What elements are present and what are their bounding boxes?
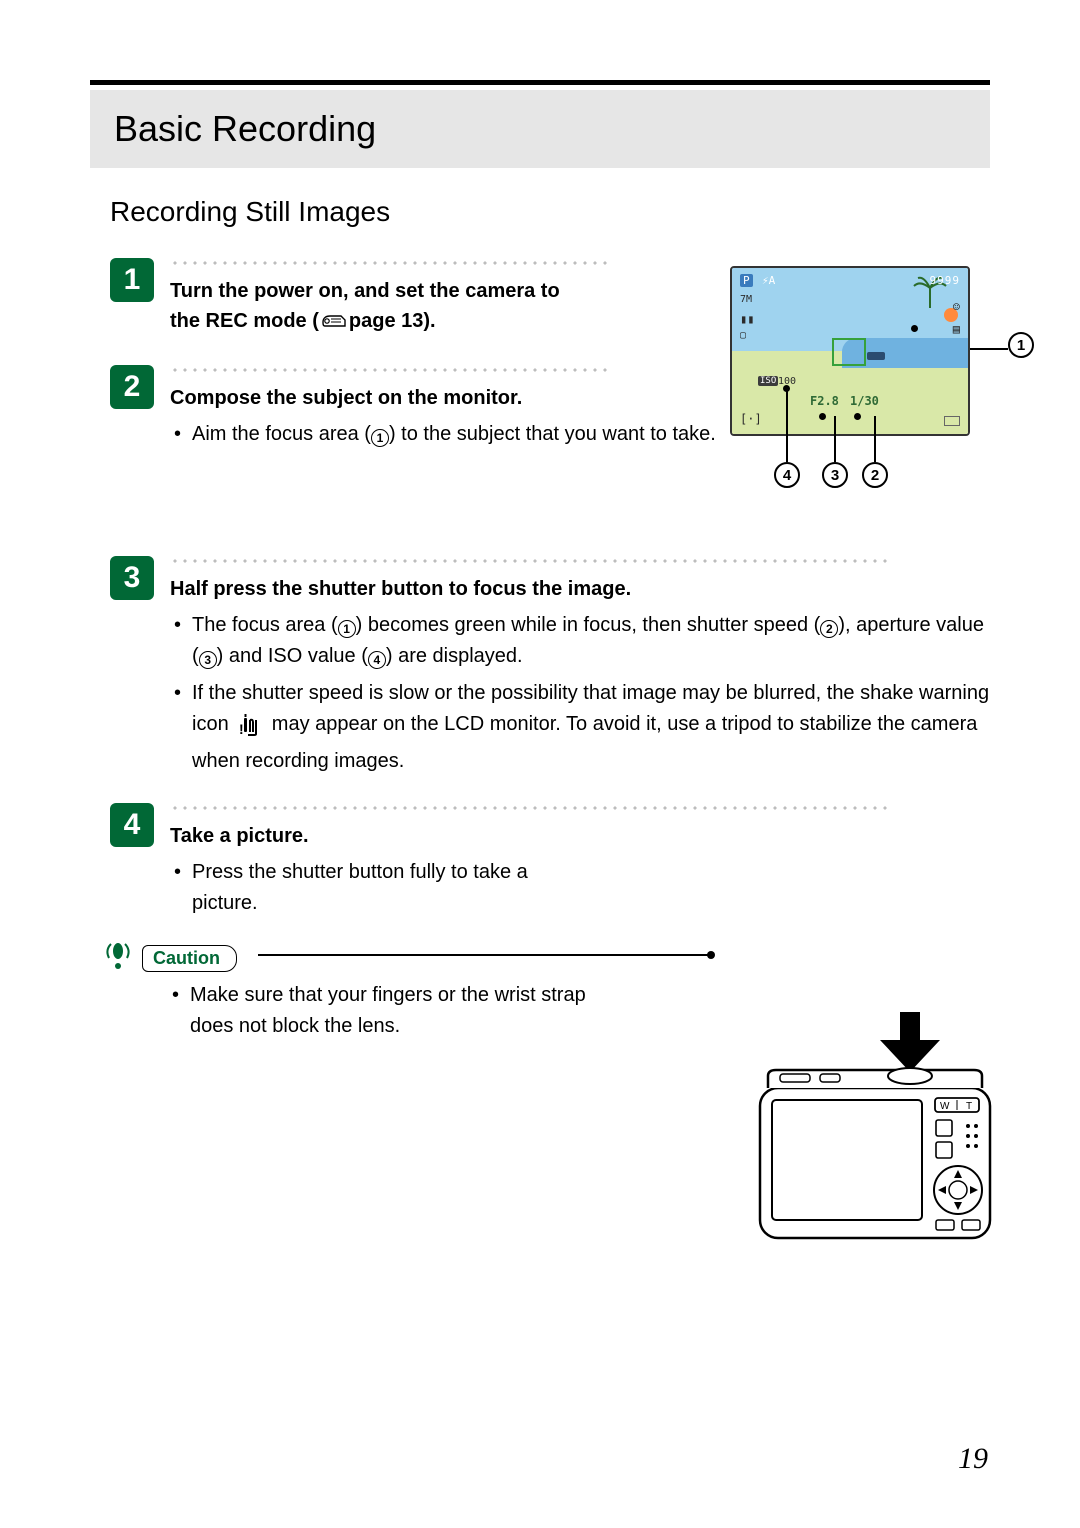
step-4-title: Take a picture. — [170, 821, 990, 851]
lcd-frame-icon — [944, 416, 960, 426]
dots-divider — [170, 367, 610, 373]
caution-icon — [104, 943, 132, 971]
page-number: 19 — [958, 1442, 988, 1476]
lcd-flash-auto: ⚡A — [762, 274, 775, 287]
smile-icon: ☺ — [953, 300, 960, 314]
caution-bullet-1: Make sure that your fingers or the wrist… — [168, 980, 608, 1042]
step-3-bullet-2: If the shutter speed is slow or the poss… — [170, 678, 990, 777]
lcd-screen: P ⚡A 9999 7M ▮▮ ▢ ☺ ▤ ISO 100 [·] F2.8 1… — [730, 266, 970, 436]
svg-text:!: ! — [239, 721, 244, 736]
lcd-af-icon: [·] — [740, 412, 762, 426]
caution-label: Caution — [142, 945, 237, 972]
step-3-title: Half press the shutter button to focus t… — [170, 574, 990, 604]
svg-text:W: W — [940, 1101, 950, 1112]
manual-page: Basic Recording Recording Still Images 1… — [0, 0, 1080, 1528]
circled-3-icon: 3 — [199, 651, 217, 669]
step-number-1: 1 — [110, 258, 154, 302]
section-title: Recording Still Images — [110, 196, 990, 228]
callout-1: 1 — [1008, 332, 1034, 358]
lcd-preview-figure: P ⚡A 9999 7M ▮▮ ▢ ☺ ▤ ISO 100 [·] F2.8 1… — [730, 266, 1020, 496]
circled-4-icon: 4 — [368, 651, 386, 669]
step-4: 4 Take a picture. Press the shutter butt… — [110, 803, 990, 919]
battery-icon: ▮▮ — [740, 312, 754, 326]
chapter-title: Basic Recording — [114, 108, 966, 150]
lcd-mode-p: P — [740, 274, 753, 287]
sd-card-icon: ▤ — [953, 322, 960, 336]
reference-icon — [321, 309, 347, 339]
step-3-bullet-1: The focus area (1) becomes green while i… — [170, 610, 990, 672]
boat-icon — [867, 352, 885, 360]
step-number-3: 3 — [110, 556, 154, 600]
face-detect-icon: ▢ — [740, 330, 746, 341]
dots-divider — [170, 805, 890, 811]
callout-2: 2 — [862, 462, 888, 488]
dots-divider — [170, 260, 610, 266]
svg-text:T: T — [966, 1101, 972, 1112]
lcd-shutter-speed: 1/30 — [850, 394, 879, 408]
shake-warning-icon: ! — [238, 714, 262, 746]
callout-3: 3 — [822, 462, 848, 488]
dots-divider — [170, 558, 890, 564]
lcd-shot-count: 9999 — [930, 274, 961, 287]
step-number-4: 4 — [110, 803, 154, 847]
step-3: 3 Half press the shutter button to focus… — [110, 556, 990, 777]
focus-area-box — [832, 338, 866, 366]
step-4-bullet-1: Press the shutter button fully to take a… — [170, 857, 590, 919]
circled-1-icon: 1 — [338, 620, 356, 638]
caution-rule — [258, 954, 710, 956]
top-rule — [90, 80, 990, 85]
callout-4: 4 — [774, 462, 800, 488]
step-number-2: 2 — [110, 365, 154, 409]
lcd-resolution: 7M — [740, 294, 752, 305]
circled-2-icon: 2 — [820, 620, 838, 638]
chapter-header: Basic Recording — [90, 90, 990, 168]
lcd-iso-label: ISO — [758, 376, 778, 386]
lcd-aperture: F2.8 — [810, 394, 839, 408]
camera-back-figure: W T — [750, 1010, 1000, 1250]
circled-1-icon: 1 — [371, 429, 389, 447]
